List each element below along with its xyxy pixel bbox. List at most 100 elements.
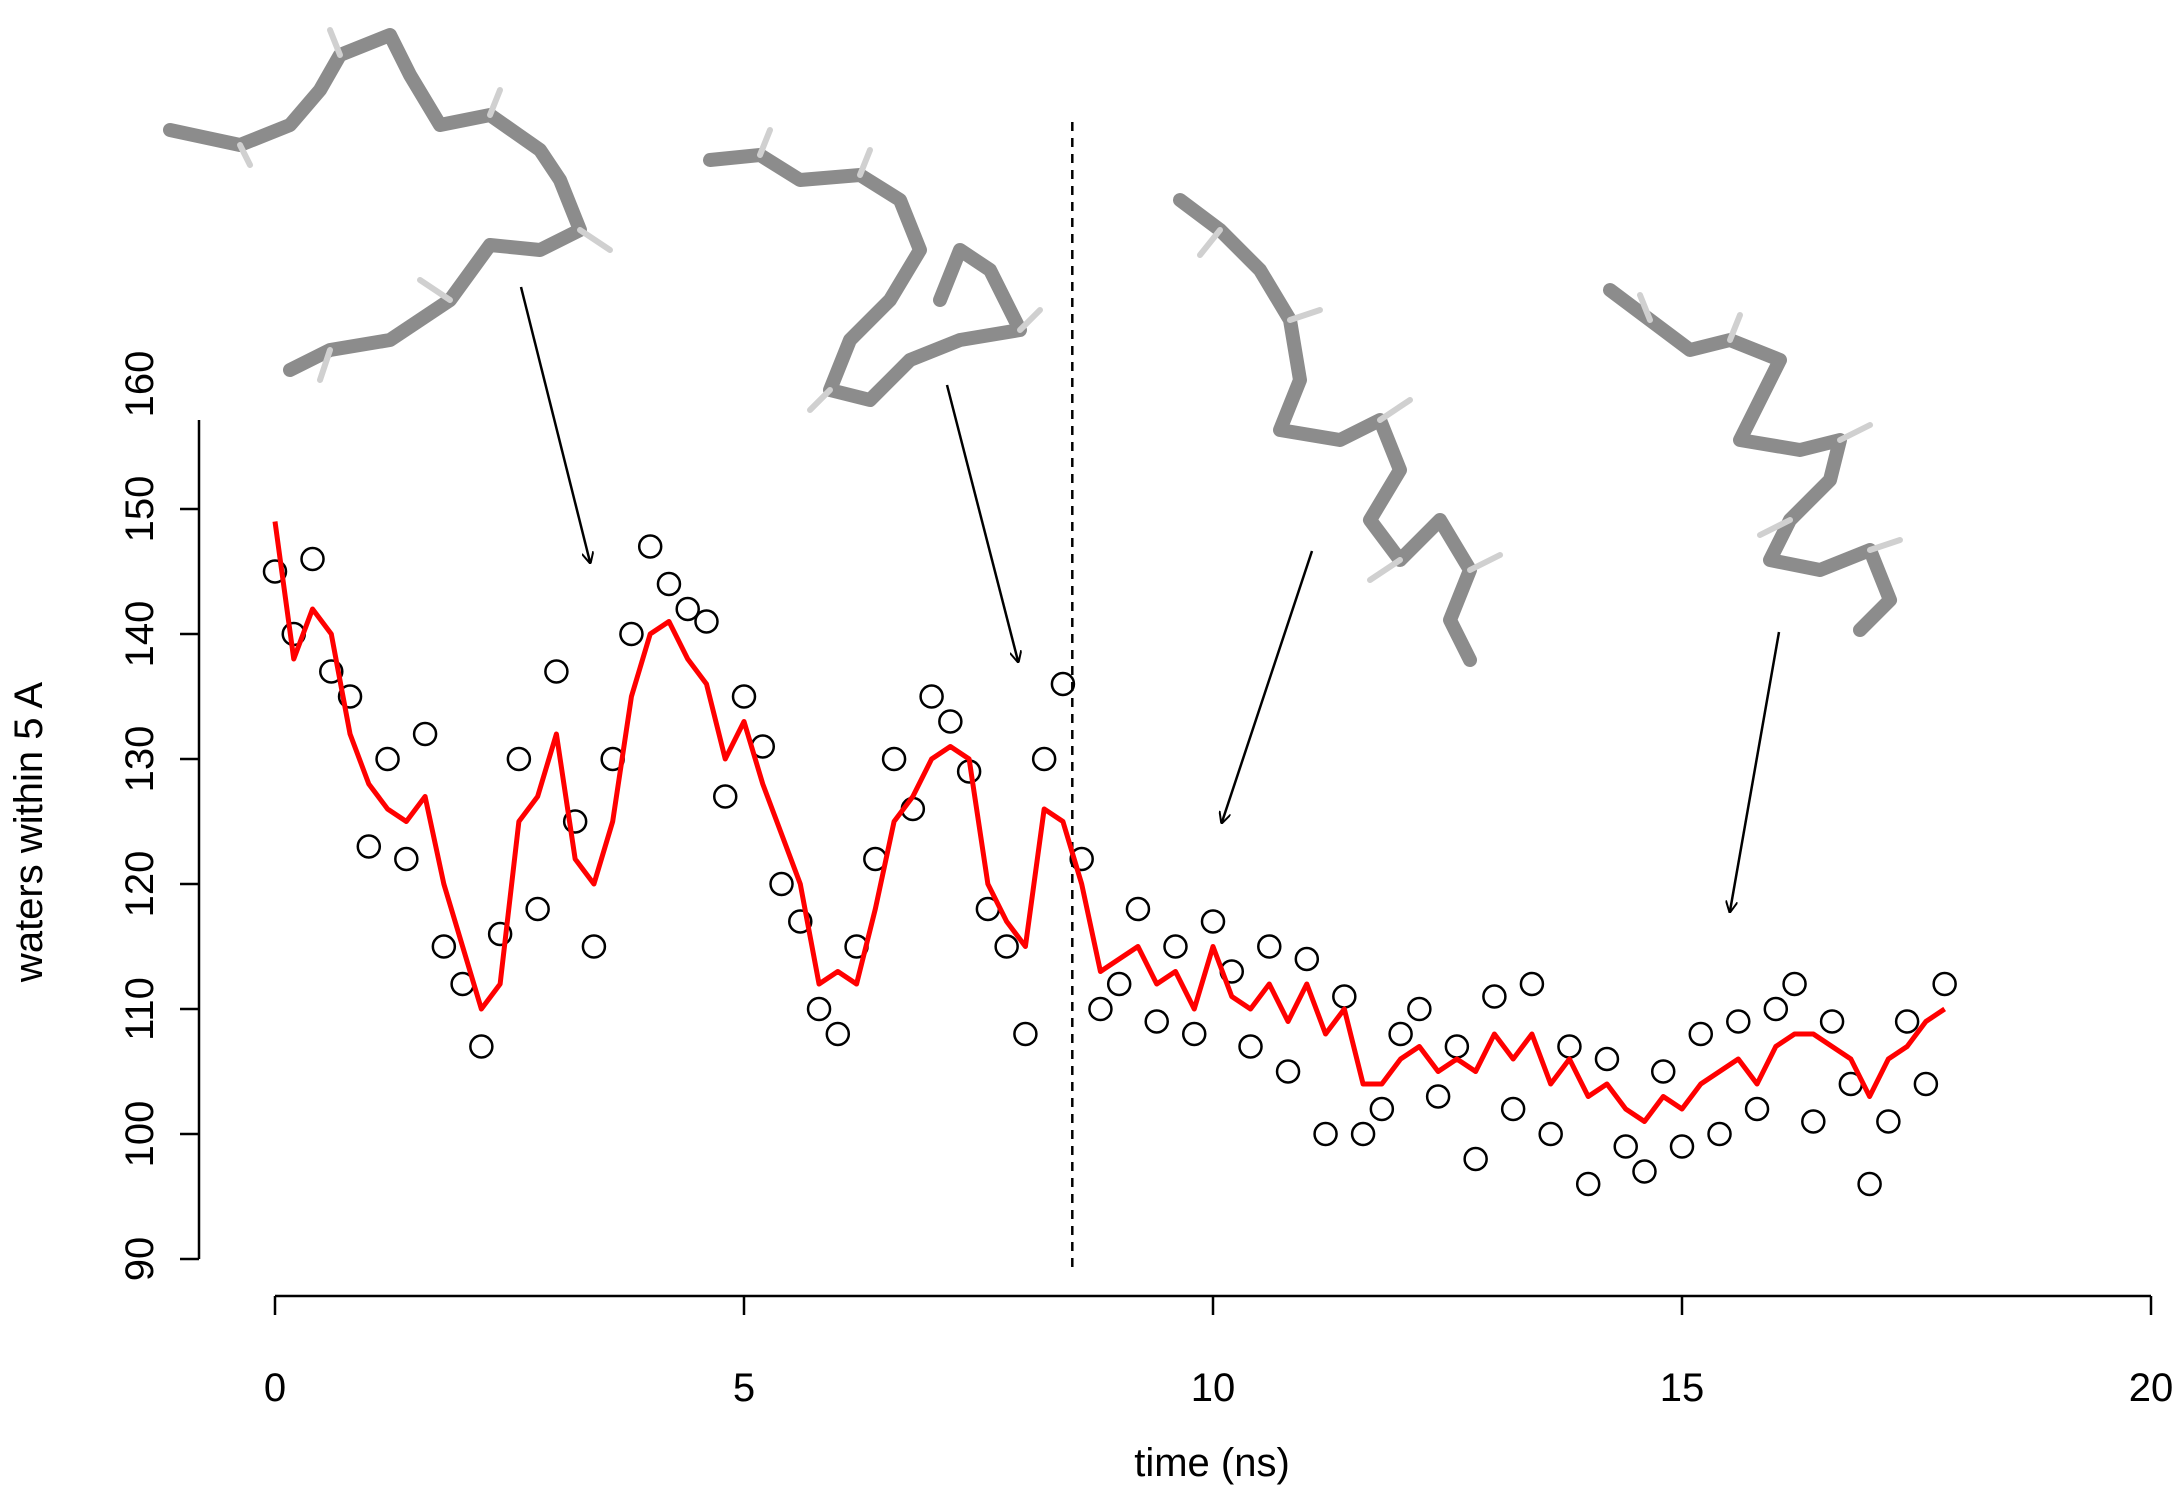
point <box>1913 1071 1939 1097</box>
point <box>356 834 382 859</box>
point <box>431 934 457 959</box>
molecule-3 <box>1173 193 1503 667</box>
point <box>1088 996 1113 1022</box>
point <box>1894 1009 1920 1034</box>
point <box>1238 1034 1263 1059</box>
arrow <box>1730 631 1781 911</box>
point <box>337 684 363 709</box>
line <box>272 521 1947 1124</box>
x-tick-label: 15 <box>1660 1366 1705 1410</box>
point <box>1031 746 1057 772</box>
point <box>1801 1109 1826 1134</box>
point <box>1575 1171 1601 1197</box>
point <box>1163 934 1188 959</box>
point <box>1181 1021 1207 1047</box>
point <box>637 534 663 559</box>
y-tick-label: 100 <box>118 1101 162 1168</box>
point <box>694 609 719 634</box>
arrows <box>519 286 1781 911</box>
point <box>1332 984 1357 1009</box>
point <box>262 559 288 584</box>
point <box>1069 846 1094 872</box>
point <box>1594 1046 1620 1072</box>
point <box>1669 1134 1695 1159</box>
molecule-2 <box>703 127 1043 413</box>
x-tick-label: 20 <box>2129 1366 2174 1410</box>
point <box>581 934 607 959</box>
point <box>319 659 344 684</box>
point <box>675 596 700 622</box>
point <box>1106 971 1132 997</box>
point <box>1144 1009 1169 1034</box>
y-tick-label: 90 <box>118 1237 162 1282</box>
point <box>506 746 532 772</box>
point <box>1200 909 1226 934</box>
point <box>919 684 944 709</box>
point <box>1050 671 1076 697</box>
point <box>1519 971 1545 997</box>
point <box>1407 996 1432 1022</box>
point <box>1294 946 1320 972</box>
point <box>881 746 907 772</box>
point <box>1782 971 1807 997</box>
arrow <box>945 384 1018 661</box>
molecule-4 <box>1603 283 1903 637</box>
point <box>1482 984 1507 1009</box>
point <box>562 809 588 834</box>
point <box>1444 1034 1470 1059</box>
y-tick-label: 110 <box>118 977 162 1041</box>
point <box>1688 1021 1714 1047</box>
point <box>712 784 738 809</box>
point <box>1369 1096 1395 1122</box>
x-tick-label: 5 <box>733 1366 755 1410</box>
point <box>1763 996 1789 1022</box>
point <box>300 546 325 572</box>
point <box>469 1034 494 1059</box>
point <box>1425 1084 1451 1109</box>
point <box>1650 1059 1676 1084</box>
point <box>487 921 513 947</box>
point <box>1819 1009 1845 1034</box>
point <box>1744 1096 1770 1122</box>
point <box>1388 1021 1413 1047</box>
point <box>825 1021 851 1047</box>
point <box>769 871 794 897</box>
y-tick-label: 160 <box>118 351 162 418</box>
y-tick-label: 130 <box>118 726 162 793</box>
x-axis-title: time (ns) <box>1134 1441 1290 1485</box>
point <box>1876 1109 1901 1134</box>
x-tick-label: 10 <box>1191 1366 1236 1410</box>
point <box>731 684 757 709</box>
point <box>1463 1146 1488 1172</box>
point <box>1350 1121 1376 1147</box>
point <box>619 621 644 647</box>
y-tick-label: 140 <box>118 601 162 668</box>
point <box>806 996 832 1022</box>
point <box>544 659 569 684</box>
point <box>394 846 419 872</box>
point <box>656 571 682 597</box>
y-tick-label: 150 <box>118 476 162 543</box>
arrow <box>1222 550 1314 822</box>
point <box>1275 1059 1301 1084</box>
point <box>1500 1096 1526 1122</box>
point <box>1857 1171 1882 1197</box>
point <box>1257 934 1282 959</box>
point <box>994 934 1019 959</box>
point <box>1707 1121 1732 1147</box>
molecule-1 <box>163 27 613 383</box>
point <box>525 896 550 922</box>
point <box>1932 971 1957 997</box>
point <box>938 709 963 734</box>
point <box>1632 1159 1657 1184</box>
point <box>1013 1021 1038 1047</box>
point <box>1726 1009 1751 1034</box>
point <box>1538 1121 1563 1147</box>
point <box>412 721 438 747</box>
arrow <box>519 286 590 562</box>
point <box>1613 1134 1638 1159</box>
point <box>1313 1121 1338 1147</box>
point <box>375 746 400 772</box>
point <box>1557 1034 1582 1059</box>
